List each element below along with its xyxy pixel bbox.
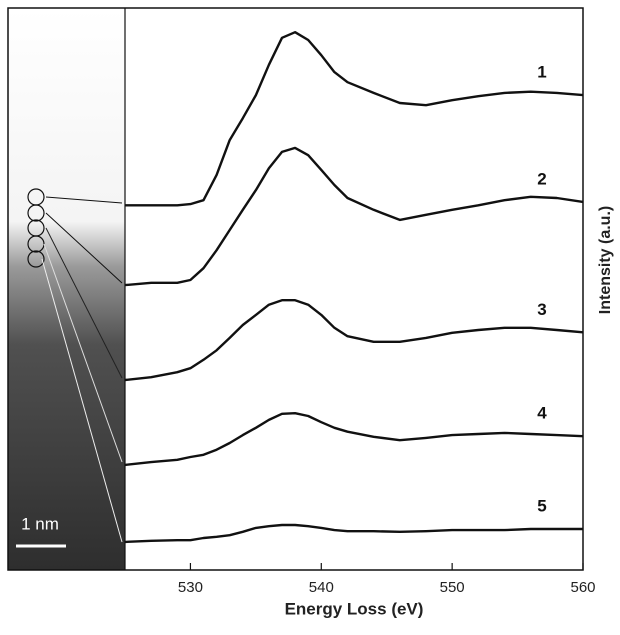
curve-label: 3	[537, 300, 546, 319]
spectrum-line	[124, 299, 584, 382]
curve-label: 1	[537, 63, 546, 82]
scale-label: 1 nm	[21, 514, 59, 533]
x-tick-label: 530	[178, 579, 203, 596]
spectrum-line	[124, 523, 583, 544]
probe-arrows	[41, 196, 123, 543]
x-axis-label: Energy Loss (eV)	[285, 599, 424, 618]
y-axis-label: Intensity (a.u.)	[597, 206, 614, 314]
x-tick-label: 560	[570, 579, 595, 596]
frame	[7, 7, 584, 571]
x-tick-label: 540	[309, 579, 334, 596]
x-tick-label: 550	[440, 579, 465, 596]
curve-label: 2	[537, 169, 546, 188]
curve-label: 4	[537, 404, 547, 423]
spectrum-line	[124, 412, 584, 467]
spectrum-line	[125, 31, 584, 207]
tem-image	[8, 8, 125, 570]
curve-label: 5	[537, 496, 546, 515]
spectrum-line	[124, 146, 584, 287]
